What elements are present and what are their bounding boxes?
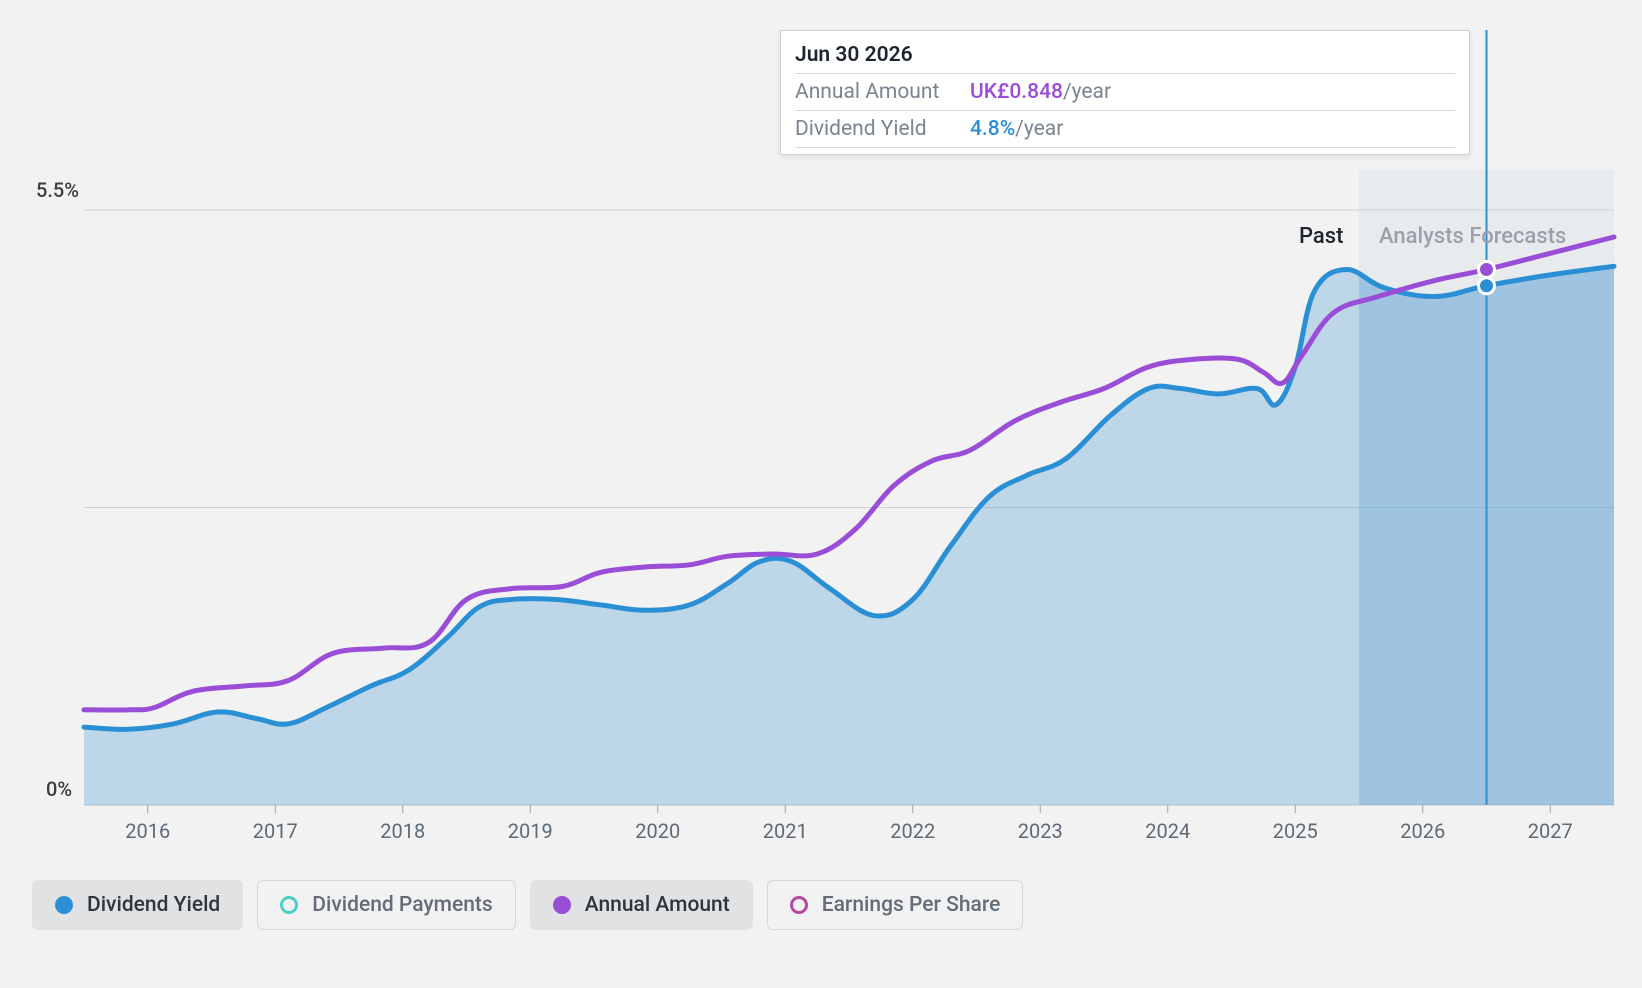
- x-axis-label: 2016: [125, 819, 170, 843]
- y-axis-label-max: 5.5%: [36, 178, 79, 202]
- x-axis-label: 2018: [380, 819, 425, 843]
- tooltip-value: UK£0.848: [970, 80, 1063, 104]
- legend-item-annual-amount[interactable]: Annual Amount: [530, 880, 753, 930]
- x-axis-label: 2025: [1273, 819, 1318, 843]
- legend-marker-icon: [55, 896, 73, 914]
- tooltip-key: Dividend Yield: [795, 117, 970, 141]
- legend-marker-icon: [553, 896, 571, 914]
- tooltip-row-dividend-yield: Dividend Yield 4.8% /year: [795, 110, 1455, 148]
- chart-tooltip: Jun 30 2026 Annual Amount UK£0.848 /year…: [780, 30, 1470, 155]
- legend-label: Annual Amount: [585, 893, 730, 917]
- x-axis-label: 2021: [763, 819, 808, 843]
- tooltip-unit: /year: [1015, 117, 1063, 141]
- legend-marker-icon: [790, 896, 808, 914]
- legend-item-dividend-payments[interactable]: Dividend Payments: [257, 880, 515, 930]
- tooltip-value: 4.8%: [970, 117, 1015, 141]
- tooltip-date: Jun 30 2026: [795, 39, 1455, 73]
- y-axis-label-min: 0%: [46, 777, 72, 801]
- legend-label: Earnings Per Share: [822, 893, 1001, 917]
- region-label-forecast: Analysts Forecasts: [1379, 224, 1566, 249]
- x-axis-label: 2020: [635, 819, 680, 843]
- x-axis-label: 2022: [890, 819, 935, 843]
- chart-container: 5.5% 0% 2016 2017 2018 2019 2020 2021 2022 2023…: [0, 0, 1642, 988]
- x-axis-label: 2024: [1145, 819, 1190, 843]
- x-axis-label: 2026: [1400, 819, 1445, 843]
- x-axis-label: 2023: [1018, 819, 1063, 843]
- region-label-past: Past: [1299, 224, 1343, 249]
- x-axis-label: 2019: [508, 819, 553, 843]
- tooltip-unit: /year: [1063, 80, 1111, 104]
- tooltip-key: Annual Amount: [795, 80, 970, 104]
- tooltip-row-annual-amount: Annual Amount UK£0.848 /year: [795, 73, 1455, 110]
- legend-item-earnings-per-share[interactable]: Earnings Per Share: [767, 880, 1024, 930]
- x-axis-label: 2027: [1528, 819, 1573, 843]
- chart-legend: Dividend Yield Dividend Payments Annual Am…: [32, 880, 1023, 930]
- x-axis-label: 2017: [253, 819, 298, 843]
- legend-item-dividend-yield[interactable]: Dividend Yield: [32, 880, 243, 930]
- legend-marker-icon: [280, 896, 298, 914]
- legend-label: Dividend Yield: [87, 893, 220, 917]
- legend-label: Dividend Payments: [312, 893, 492, 917]
